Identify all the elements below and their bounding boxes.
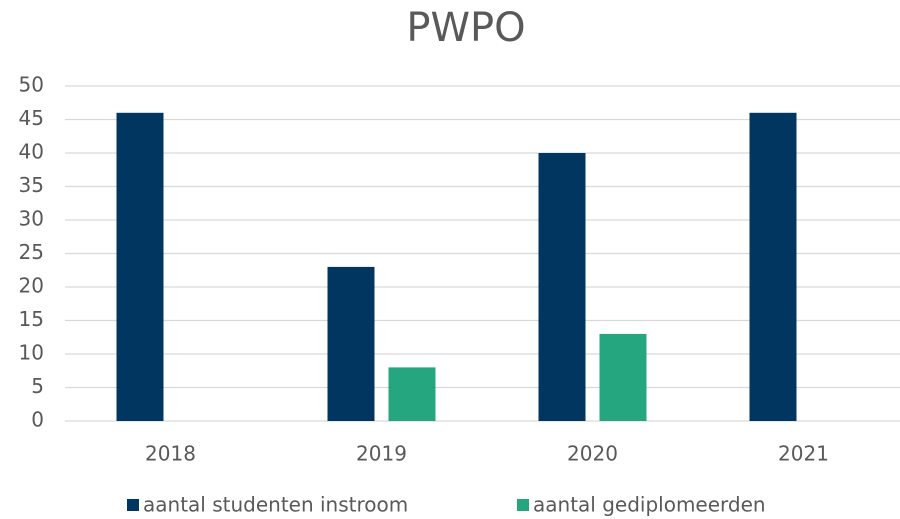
y-tick-label: 35 — [19, 173, 44, 197]
x-tick-label: 2021 — [778, 442, 829, 466]
y-tick-label: 25 — [19, 240, 44, 264]
legend-label: aantal studenten instroom — [143, 493, 408, 517]
y-tick-label: 15 — [19, 307, 44, 331]
legend-swatch — [127, 499, 139, 511]
bar — [749, 112, 797, 422]
y-tick-label: 20 — [19, 274, 44, 298]
chart-title: PWPO — [406, 5, 525, 51]
y-tick-label: 0 — [31, 408, 44, 432]
x-tick-label: 2019 — [356, 442, 407, 466]
y-tick-label: 5 — [31, 374, 44, 398]
y-tick-label: 50 — [19, 73, 44, 97]
x-tick-label: 2020 — [567, 442, 618, 466]
legend-swatch — [517, 499, 529, 511]
x-tick-label: 2018 — [145, 442, 196, 466]
bar — [599, 333, 647, 421]
bar — [538, 153, 586, 421]
y-tick-label: 45 — [19, 106, 44, 130]
y-tick-label: 30 — [19, 207, 44, 231]
bar — [388, 367, 436, 421]
legend-label: aantal gediplomeerden — [533, 493, 766, 517]
bar — [116, 112, 164, 422]
bar — [327, 266, 375, 421]
y-tick-label: 40 — [19, 140, 44, 164]
y-tick-label: 10 — [19, 341, 44, 365]
